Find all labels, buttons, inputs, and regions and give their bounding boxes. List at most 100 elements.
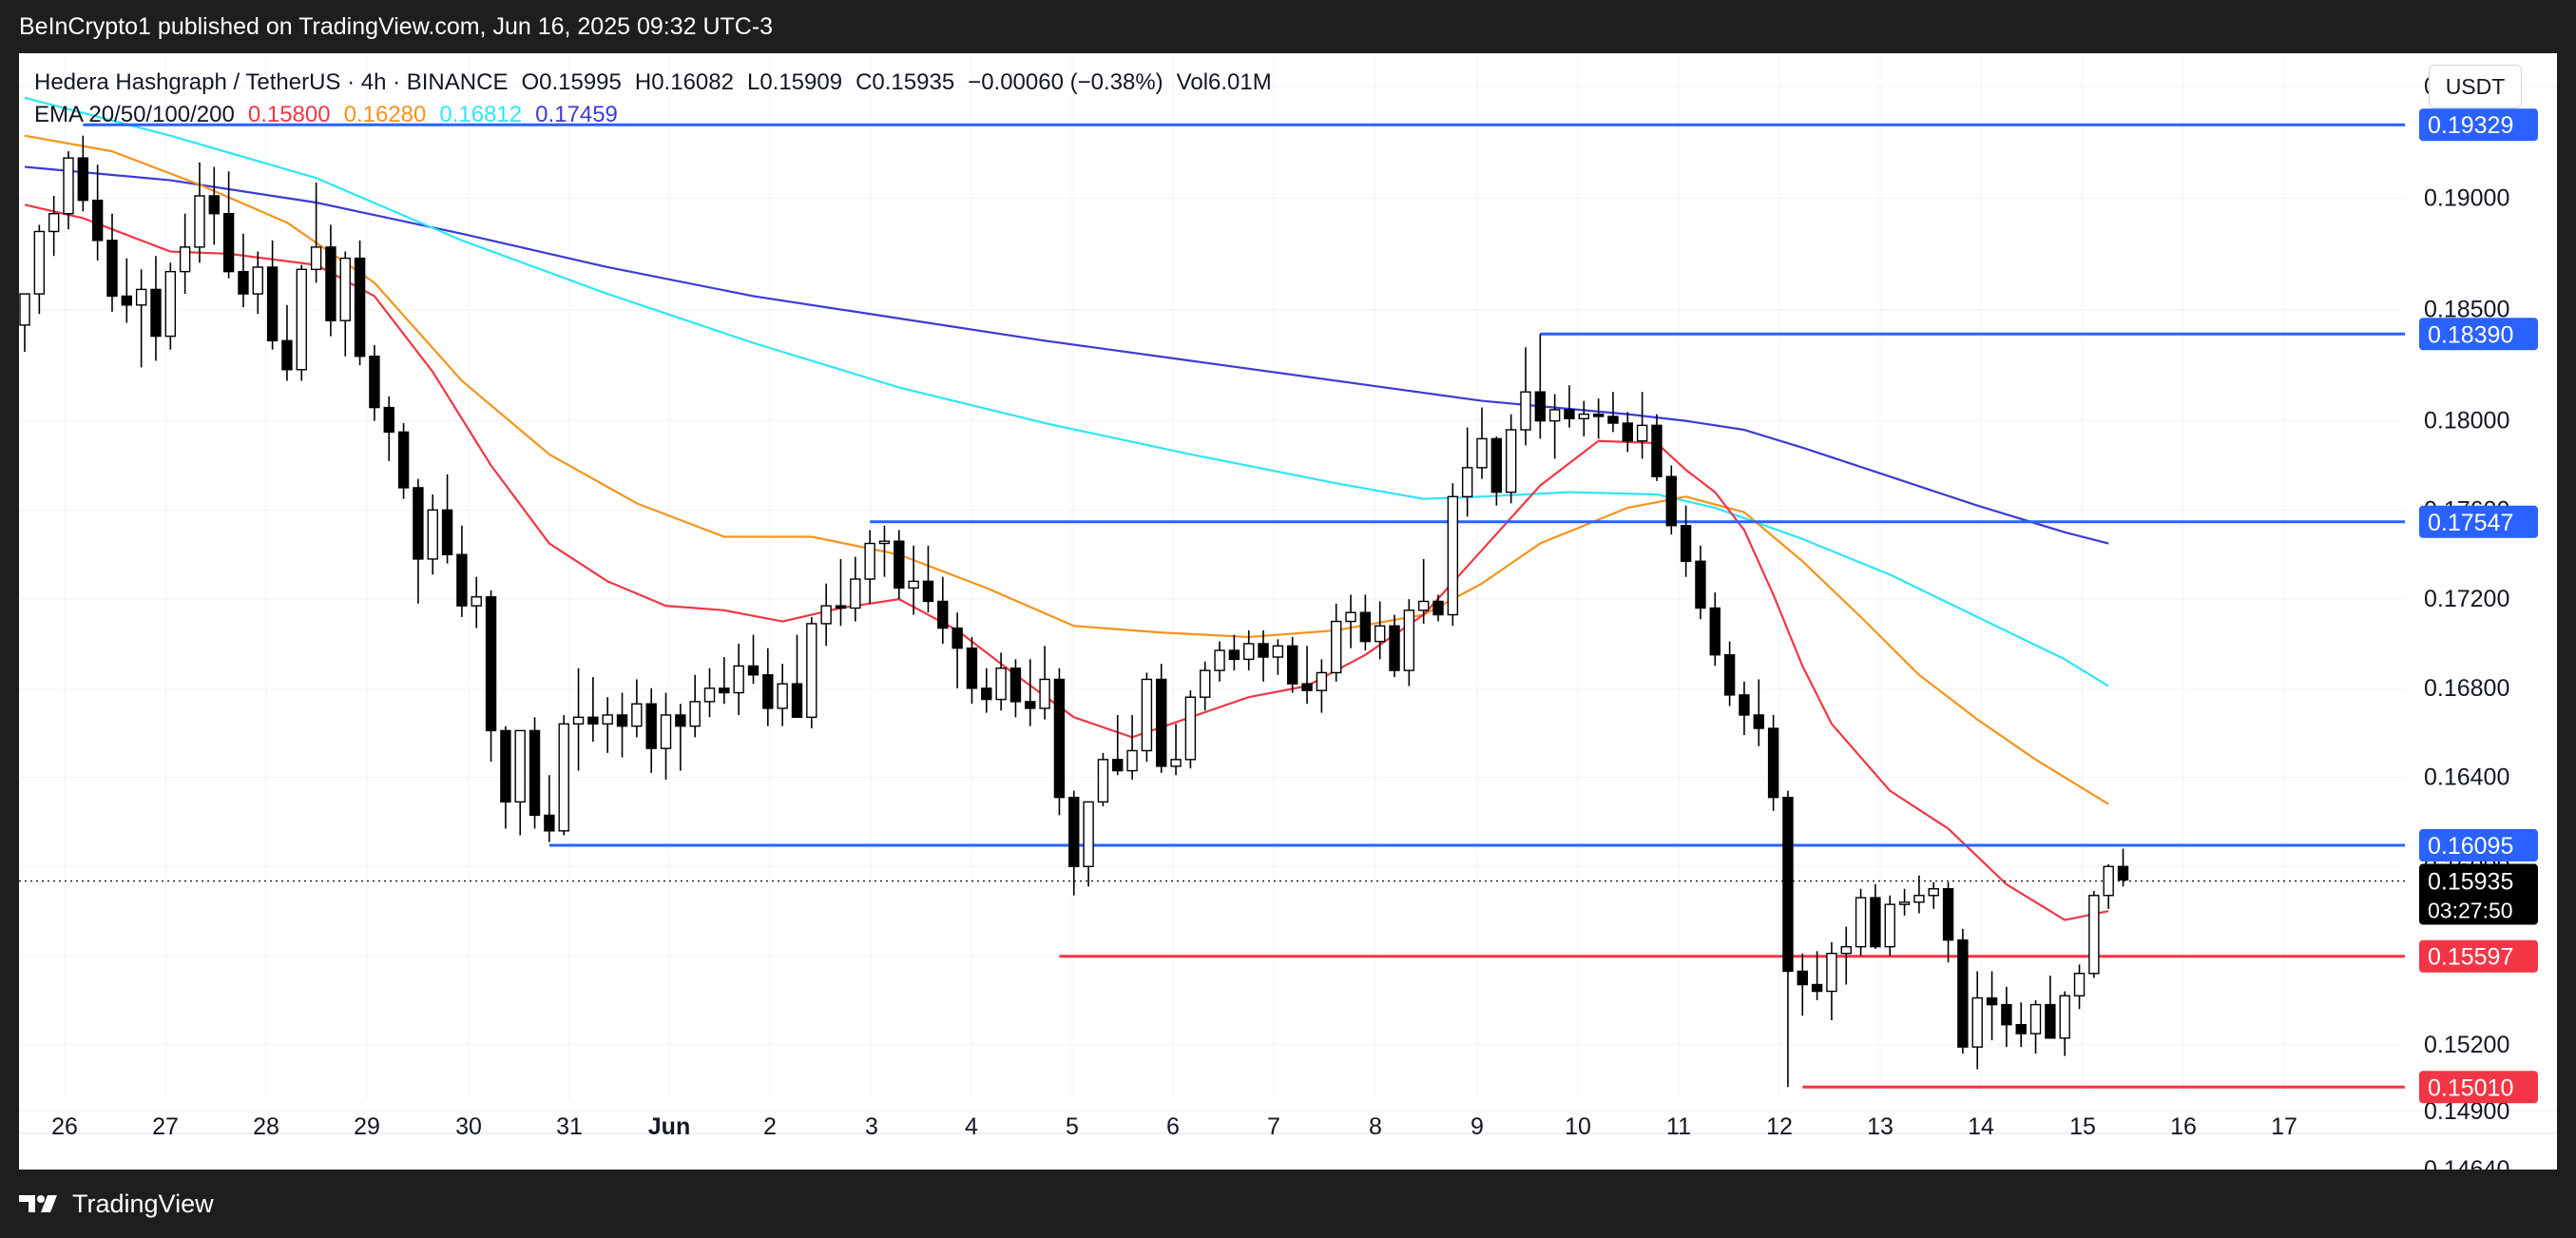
tradingview-logo[interactable]: TradingView — [19, 1190, 214, 1219]
candle-down[interactable] — [238, 270, 249, 295]
candle-down[interactable] — [1389, 625, 1400, 671]
candle-down[interactable] — [1870, 897, 1881, 948]
support-price-badge[interactable] — [2419, 1071, 2538, 1104]
support-price-badge[interactable] — [2419, 939, 2538, 973]
candle-down[interactable] — [1797, 970, 1808, 986]
candle-up[interactable] — [1636, 424, 1648, 442]
candle-up[interactable] — [1374, 625, 1386, 643]
candle-down[interactable] — [1534, 391, 1547, 422]
candle-up[interactable] — [310, 246, 322, 271]
candle-up[interactable] — [1330, 620, 1342, 674]
candle-down[interactable] — [952, 627, 963, 649]
candle-down[interactable] — [544, 814, 555, 832]
candle-up[interactable] — [820, 605, 832, 625]
candle-down[interactable] — [1651, 424, 1663, 477]
chart-panel[interactable]: 0.195000.190000.185000.180000.176000.172… — [19, 53, 2557, 1170]
candle-down[interactable] — [719, 687, 730, 694]
candle-up[interactable] — [33, 230, 46, 295]
candle-down[interactable] — [106, 240, 118, 298]
candle-up[interactable] — [1826, 952, 1837, 993]
candle-down[interactable] — [150, 288, 162, 338]
candle-down[interactable] — [966, 647, 978, 689]
candle-down[interactable] — [894, 540, 905, 590]
candle-up[interactable] — [1855, 897, 1867, 948]
currency-button[interactable]: USDT — [2429, 65, 2522, 108]
candle-up[interactable] — [1316, 671, 1328, 691]
candle-down[interactable] — [1607, 416, 1619, 424]
candle-down[interactable] — [1709, 607, 1721, 656]
candle-down[interactable] — [77, 157, 89, 202]
candle-up[interactable] — [339, 257, 351, 321]
candle-down[interactable] — [747, 665, 759, 676]
candles-layer[interactable] — [19, 135, 2129, 1088]
candle-up[interactable] — [1039, 678, 1050, 709]
candle-down[interactable] — [1942, 888, 1954, 941]
candle-down[interactable] — [1665, 475, 1677, 527]
candle-down[interactable] — [937, 600, 949, 629]
candle-down[interactable] — [1258, 643, 1269, 658]
candle-up[interactable] — [2073, 973, 2086, 996]
resistance-price-badge[interactable] — [2419, 318, 2538, 351]
candle-down[interactable] — [500, 729, 511, 803]
candle-down[interactable] — [383, 406, 394, 434]
candle-up[interactable] — [1200, 669, 1211, 698]
price-chart[interactable]: 0.195000.190000.185000.180000.176000.172… — [19, 53, 2557, 1170]
candle-up[interactable] — [908, 580, 919, 590]
candle-down[interactable] — [2015, 1023, 2027, 1035]
candle-up[interactable] — [1447, 495, 1459, 616]
candle-down[interactable] — [791, 683, 803, 719]
candle-down[interactable] — [1680, 525, 1692, 562]
candle-up[interactable] — [572, 716, 585, 725]
candle-down[interactable] — [1287, 645, 1298, 685]
candle-down[interactable] — [1359, 611, 1372, 643]
candle-up[interactable] — [1097, 759, 1109, 803]
price-axis[interactable] — [2405, 120, 2557, 1099]
candle-down[interactable] — [91, 199, 104, 242]
candle-down[interactable] — [2117, 865, 2129, 881]
candle-up[interactable] — [1417, 600, 1430, 611]
candle-down[interactable] — [222, 213, 235, 273]
candle-up[interactable] — [135, 288, 147, 306]
candle-up[interactable] — [703, 687, 716, 703]
candle-down[interactable] — [645, 703, 657, 749]
candle-down[interactable] — [413, 487, 424, 560]
candle-up[interactable] — [1214, 649, 1225, 671]
candle-down[interactable] — [675, 714, 686, 727]
candle-down[interactable] — [1753, 714, 1764, 729]
candle-up[interactable] — [427, 509, 438, 560]
candle-down[interactable] — [1723, 653, 1736, 696]
candle-up[interactable] — [1578, 413, 1590, 420]
candle-up[interactable] — [194, 195, 205, 248]
candle-up[interactable] — [850, 578, 861, 609]
symbol-title[interactable]: Hedera Hashgraph / TetherUS · 4h · BINAN… — [34, 69, 509, 95]
candle-down[interactable] — [1228, 649, 1240, 661]
candle-up[interactable] — [2059, 995, 2070, 1039]
resistance-price-badge[interactable] — [2419, 829, 2538, 862]
candle-down[interactable] — [529, 729, 541, 817]
candle-up[interactable] — [296, 268, 307, 371]
candle-down[interactable] — [1782, 796, 1794, 973]
candle-down[interactable] — [1490, 437, 1503, 493]
candle-up[interactable] — [1272, 645, 1284, 658]
candle-down[interactable] — [616, 714, 628, 727]
candle-down[interactable] — [835, 605, 847, 609]
candle-up[interactable] — [1461, 467, 1473, 498]
candle-up[interactable] — [2029, 1003, 2042, 1035]
candle-up[interactable] — [471, 596, 482, 607]
candle-up[interactable] — [864, 542, 875, 580]
candle-up[interactable] — [1126, 749, 1138, 772]
candle-up[interactable] — [1083, 801, 1094, 868]
candle-down[interactable] — [1025, 701, 1036, 709]
candle-up[interactable] — [1243, 643, 1255, 661]
candle-up[interactable] — [179, 246, 191, 273]
candle-down[interactable] — [1695, 560, 1706, 609]
candle-down[interactable] — [1986, 996, 1998, 1006]
resistance-price-badge[interactable] — [2419, 505, 2538, 538]
candle-up[interactable] — [2088, 895, 2100, 975]
candle-down[interactable] — [266, 266, 279, 341]
candle-up[interactable] — [63, 157, 74, 215]
candle-down[interactable] — [1739, 694, 1750, 716]
resistance-price-badge[interactable] — [2419, 108, 2538, 142]
candle-down[interactable] — [1592, 413, 1605, 417]
candle-up[interactable] — [558, 723, 569, 832]
